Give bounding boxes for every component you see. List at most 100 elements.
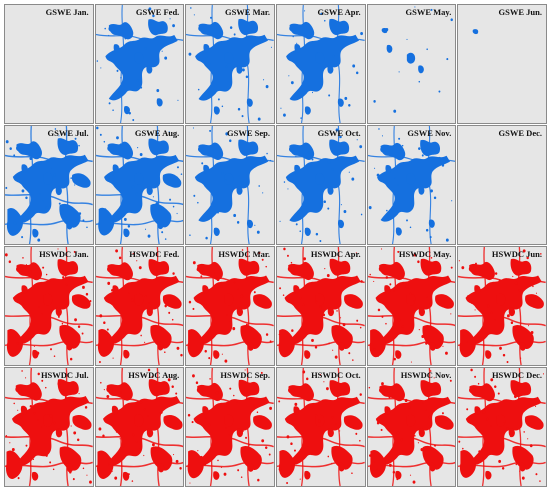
water-speck (164, 238, 167, 240)
water-extent-map (472, 29, 479, 35)
water-speck (532, 285, 535, 288)
water-speck (197, 450, 199, 452)
water-speck (18, 296, 20, 298)
panel-label: HSWDC Nov. (400, 370, 452, 380)
water-speck (86, 226, 88, 229)
water-body (278, 449, 295, 478)
water-speck (286, 481, 289, 485)
water-speck (397, 137, 400, 140)
water-body (406, 173, 415, 185)
water-speck (160, 163, 162, 165)
water-speck (214, 23, 216, 26)
water-body (15, 382, 42, 401)
water-speck (220, 285, 224, 288)
water-body (21, 164, 28, 173)
water-body (337, 219, 345, 229)
water-body (289, 142, 315, 161)
water-speck (131, 118, 134, 122)
water-speck (115, 136, 119, 140)
water-speck (535, 473, 538, 476)
water-speck (193, 194, 196, 197)
water-speck (373, 100, 376, 103)
water-speck (123, 217, 127, 221)
water-speck (466, 408, 469, 411)
water-speck (249, 397, 252, 400)
water-body (519, 462, 527, 472)
water-speck (112, 357, 114, 359)
water-speck (316, 300, 318, 302)
water-speck (103, 140, 105, 143)
water-speck (176, 346, 180, 350)
water-speck (318, 419, 321, 423)
water-speck (217, 211, 220, 214)
water-speck (324, 268, 326, 270)
panel-label: HSWDC Jul. (40, 370, 89, 380)
water-speck (240, 294, 244, 298)
water-speck (70, 177, 72, 179)
water-speck (61, 322, 64, 325)
water-body (66, 220, 73, 230)
water-speck (234, 33, 236, 36)
water-body (162, 294, 182, 309)
water-speck (179, 353, 183, 357)
water-body (57, 138, 79, 156)
water-extent-map (186, 126, 274, 244)
water-speck (308, 84, 310, 87)
water-speck (304, 10, 306, 12)
water-body (315, 293, 325, 306)
river-channel (367, 314, 456, 327)
water-speck (226, 65, 229, 69)
water-body (429, 342, 436, 351)
water-body (327, 307, 335, 317)
water-body (294, 44, 301, 53)
water-body (224, 414, 234, 427)
map-panel: HSWDC Aug. (94, 367, 185, 487)
water-speck (412, 300, 415, 303)
panel-label: GSWE Jul. (47, 128, 89, 138)
water-speck (266, 333, 269, 336)
water-speck (498, 392, 501, 395)
water-speck (225, 427, 227, 429)
water-speck (221, 171, 224, 175)
water-speck (156, 88, 159, 93)
water-speck (49, 280, 51, 283)
water-body (107, 262, 133, 281)
water-speck (222, 353, 224, 355)
water-speck (490, 424, 493, 428)
water-body (123, 105, 130, 115)
water-speck (64, 396, 67, 399)
water-speck (355, 432, 358, 435)
water-speck (336, 310, 338, 312)
water-speck (66, 170, 69, 173)
water-speck (526, 256, 530, 260)
water-speck (408, 406, 411, 409)
water-body (108, 26, 115, 32)
water-speck (413, 253, 416, 257)
water-body (31, 471, 39, 481)
water-speck (124, 37, 126, 40)
water-speck (140, 334, 142, 337)
panel-label: GSWE Mar. (224, 7, 270, 17)
water-speck (50, 167, 52, 169)
water-body (434, 294, 454, 309)
water-speck (49, 461, 52, 464)
water-speck (167, 311, 170, 314)
water-body (198, 146, 205, 153)
water-speck (307, 446, 309, 448)
water-body (112, 285, 119, 294)
water-speck (351, 472, 353, 475)
water-speck (151, 14, 155, 18)
water-speck (450, 266, 453, 269)
water-speck (258, 185, 261, 187)
water-speck (503, 353, 506, 357)
water-speck (381, 315, 384, 318)
water-body (55, 307, 62, 317)
water-body (378, 387, 385, 394)
water-speck (167, 378, 171, 382)
water-body (157, 341, 164, 351)
water-speck (9, 442, 11, 444)
water-speck (115, 431, 118, 433)
water-body (122, 471, 129, 481)
water-body (108, 22, 133, 40)
water-speck (384, 322, 387, 325)
